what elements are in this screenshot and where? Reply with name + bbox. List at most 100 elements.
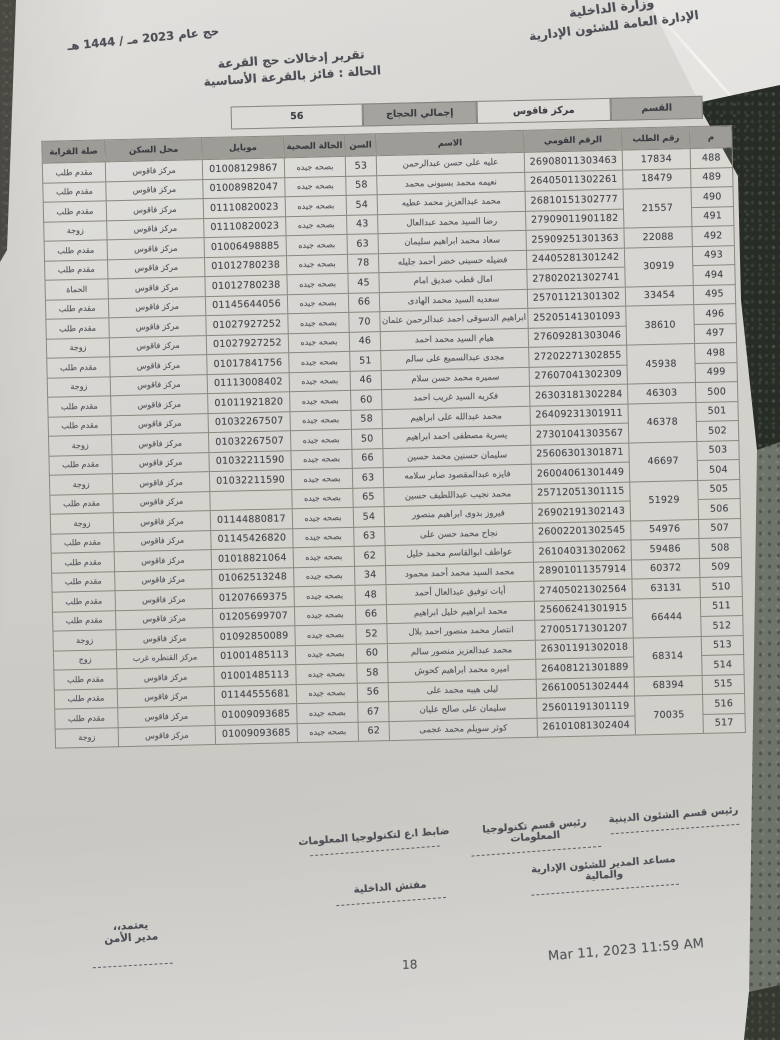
mobile-cell: 01113008402 [207,372,290,394]
signature-block-religious-affairs: رئيس قسم الشئون الدينية [598,804,749,835]
pilgrims-table: م رقم الطلب الرقم القومي الاسم السن الحالة ال… [41,125,746,749]
serial-cell: 494 [692,264,736,286]
mobile-cell: 01110820023 [203,196,286,219]
serial-cell: 517 [702,712,746,734]
national-id-cell: 26303181302284 [529,384,628,406]
application-no-cell: 59486 [631,538,700,560]
serial-cell: 501 [695,401,739,422]
age-cell: 52 [355,623,388,644]
national-id-cell: 26405011302261 [524,169,624,192]
mobile-cell: 01006498885 [204,235,287,258]
relation-cell: مقدم طلب [42,161,106,183]
health-status-cell: بصحه جيده [297,721,359,743]
section-value: مركز فاقوس [476,97,612,124]
signature-line [610,822,739,835]
age-cell: 66 [348,292,380,313]
signature-line [309,844,441,857]
national-id-cell: 25909251301363 [525,228,625,250]
signature-line [93,961,173,969]
ministry-header: وزارة الداخلية الإدارة العامة للشئون الإ… [483,0,743,49]
national-id-cell: 25606301301871 [530,442,630,465]
section-label: القسم [610,95,703,121]
application-no-cell: 33454 [625,285,694,307]
signature-block-it-head: رئيس قسم تكنولوجيا المعلومات [458,815,612,857]
mobile-cell: 01027927252 [205,313,289,336]
serial-cell: 498 [694,342,738,364]
signature-block-interior-inspector: مفتش الداخلية [326,877,455,907]
age-cell: 54 [353,506,385,527]
national-id-cell: 27405021302564 [533,579,633,601]
serial-cell: 511 [700,596,743,617]
relation-cell: مقدم طلب [51,551,115,573]
application-no-cell: 46303 [627,382,696,404]
relation-cell: مقدم طلب [45,317,110,339]
serial-cell: 505 [697,479,741,500]
relation-cell: زوجة [55,727,119,749]
relation-cell: زوجة [47,376,111,398]
mobile-cell: 01009093685 [214,703,298,726]
health-status-cell: بصحه جيده [289,390,351,412]
national-id-cell: 25601191301119 [536,695,635,718]
national-id-cell: 26101081302404 [537,715,636,738]
relation-cell: زوجة [43,220,108,242]
national-id-cell: 25712051301115 [531,481,631,504]
mobile-cell: 01012780238 [204,274,288,297]
national-id-cell: 27802021302741 [526,267,626,289]
health-status-cell: بصحه جيده [292,507,354,529]
residence-cell: مركز فاقوس [105,159,203,182]
serial-cell: 488 [690,147,733,169]
residence-cell: مركز فاقوس [107,237,205,260]
mobile-cell: 01207669375 [212,586,295,609]
serial-cell: 489 [690,167,734,188]
mobile-cell: 01027927252 [206,333,289,355]
signature-title: مفتش الداخلية [353,879,427,896]
summary-row: القسم مركز فاقوس إجمالي الحجاج 56 [230,95,703,130]
signature-block-it-officer: ضابط ا.ع لتكنولوجيا المعلومات [298,826,451,857]
report-title-block: تقرير إدخالات حج القرعة الحالة : فائز با… [167,44,417,91]
column-header: محل السكن [104,137,203,162]
mobile-cell: 01205699707 [212,606,295,628]
age-cell: 53 [345,155,377,176]
age-cell: 62 [358,721,390,742]
mobile-cell: 01032267507 [208,430,291,453]
serial-cell: 512 [700,615,744,636]
national-id-cell: 25606241301915 [534,598,633,621]
age-cell: 66 [355,604,387,625]
health-status-cell: بصحه جيده [287,292,349,314]
relation-cell: مقدم طلب [52,610,116,632]
relation-cell: مقدم طلب [44,259,108,281]
residence-cell: مركز فاقوس [111,432,209,455]
national-id-cell: 26408121301889 [535,657,635,679]
national-id-cell: 26104031302062 [533,540,632,562]
application-no-cell: 63131 [631,577,701,599]
national-id-cell: 28901011357914 [533,559,632,582]
residence-cell: مركز فاقوس [107,276,206,299]
relation-cell: زوجة [50,512,114,534]
health-status-cell: بصحه جيده [284,156,346,178]
relation-cell: زوج [53,649,117,671]
mobile-cell: 01145644056 [205,294,288,316]
print-timestamp: Mar 11, 2023 11:59 AM [547,936,705,965]
column-header: الرقم القومي [523,128,623,153]
serial-cell: 506 [698,498,741,519]
application-no-cell: 60372 [631,557,700,580]
health-status-cell: بصحه جيده [294,624,357,646]
serial-cell: 490 [691,186,734,208]
application-no-cell: 30919 [624,246,694,287]
table-body: 488 17834 26908011303463 عليه على حسن عبدال… [42,147,746,749]
relation-cell: زوجة [48,434,112,456]
health-status-cell: بصحه جيده [290,429,352,451]
health-status-cell: بصحه جيده [295,663,358,685]
age-cell: 46 [349,331,381,352]
residence-cell: مركز القنطره غرب [116,647,214,669]
health-status-cell: بصحه جيده [285,214,348,236]
mobile-cell: 01110820023 [203,216,287,238]
relation-cell: مقدم طلب [42,181,107,203]
residence-cell: مركز فاقوس [108,315,207,338]
health-status-cell: بصحه جيده [296,682,358,704]
hajj-year-label: حج عام 2023 مـ / 1444 هـ [66,23,220,54]
application-no-cell: 21557 [623,187,692,229]
age-cell: 63 [347,233,379,254]
residence-cell: مركز فاقوس [115,627,214,650]
application-no-cell: 66444 [632,596,702,638]
